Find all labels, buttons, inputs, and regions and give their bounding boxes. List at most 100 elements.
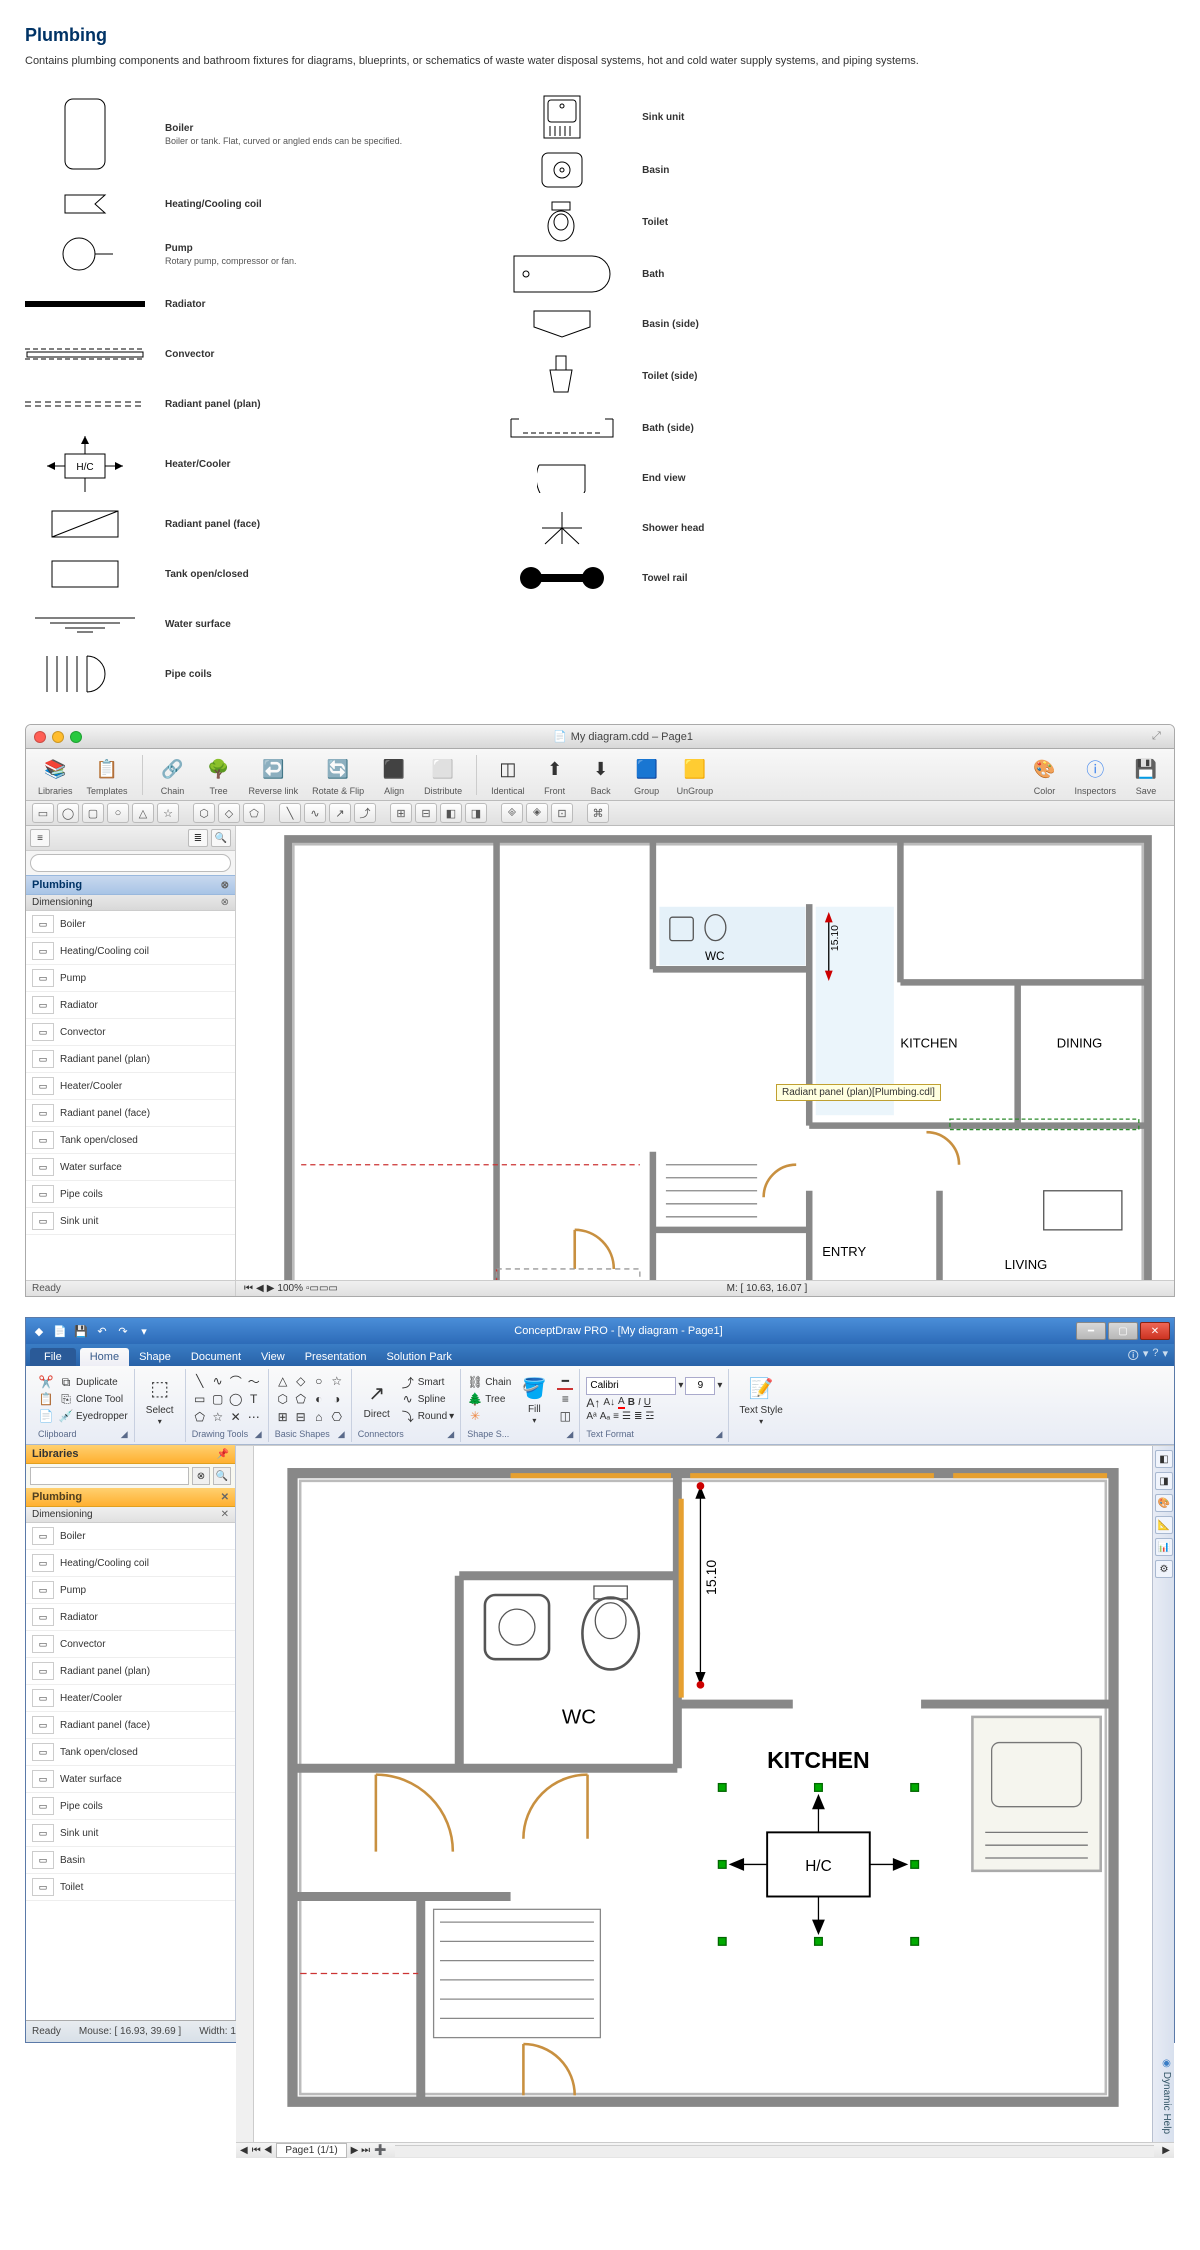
font-size-input[interactable] <box>685 1377 715 1395</box>
minimize-button[interactable] <box>52 731 64 743</box>
library-item[interactable]: ▭Boiler <box>26 911 235 938</box>
toolbar-ungroup[interactable]: 🟨UnGroup <box>673 753 718 796</box>
panel-btn[interactable]: ◨ <box>1155 1472 1173 1490</box>
qat-save[interactable]: 💾 <box>72 1322 90 1340</box>
library-item[interactable]: ▭Radiant panel (face) <box>26 1712 235 1739</box>
paste-button[interactable]: 📄 <box>38 1408 54 1424</box>
font-name-input[interactable] <box>586 1377 676 1395</box>
library-item[interactable]: ▭Heater/Cooler <box>26 1073 235 1100</box>
sub-btn[interactable]: Aₐ <box>600 1411 610 1422</box>
win-titlebar[interactable]: ◆ 📄 💾 ↶ ↷ ▾ ConceptDraw PRO - [My diagra… <box>26 1318 1174 1344</box>
tool-btn[interactable]: ⊞ <box>390 803 412 823</box>
tool-btn[interactable]: ◯ <box>57 803 79 823</box>
text-style-btn[interactable]: 📝Text Style▾ <box>735 1372 786 1428</box>
library-item[interactable]: ▭Convector <box>26 1019 235 1046</box>
tree-btn[interactable]: 🌲Tree <box>467 1391 511 1407</box>
clone-button[interactable]: ⎘Clone Tool <box>58 1391 128 1407</box>
tool-btn[interactable]: ╲ <box>279 803 301 823</box>
tool-btn[interactable]: ⬡ <box>193 803 215 823</box>
library-item[interactable]: ▭Tank open/closed <box>26 1739 235 1766</box>
cut-button[interactable]: ✂️ <box>38 1374 54 1390</box>
library-item[interactable]: ▭Heating/Cooling coil <box>26 938 235 965</box>
select-button[interactable]: ⬚Select▾ <box>141 1372 179 1428</box>
qat-icon[interactable]: ◆ <box>30 1322 48 1340</box>
nav-first[interactable]: ⏮ <box>244 1283 253 1294</box>
panel-btn[interactable]: ⚙ <box>1155 1560 1173 1578</box>
align-r[interactable]: ≣ <box>634 1411 642 1422</box>
file-menu[interactable]: File <box>30 1348 76 1366</box>
toolbar-align[interactable]: ⬛Align <box>374 753 414 796</box>
qat-more[interactable]: ▾ <box>135 1322 153 1340</box>
vertical-ruler[interactable] <box>236 1446 254 2142</box>
toolbar-tree[interactable]: 🌳Tree <box>199 753 239 796</box>
panel-btn[interactable]: 🎨 <box>1155 1494 1173 1512</box>
question-icon[interactable]: ? <box>1152 1347 1158 1366</box>
floor-plan[interactable]: 15.10 WC KITCHEN DINING ENTRY LIVING UP <box>236 826 1174 1280</box>
tool-btn[interactable]: ↗ <box>329 803 351 823</box>
canvas-area[interactable]: 15.10 WC KITCHEN DINING ENTRY LIVING UP <box>236 826 1174 1296</box>
fullscreen-icon[interactable]: ⤢ <box>1152 730 1166 744</box>
search-go[interactable]: 🔍 <box>213 1467 231 1485</box>
bold-btn[interactable]: B <box>628 1397 635 1408</box>
h-scrollbar[interactable] <box>395 2145 1155 2157</box>
shape-tool[interactable]: △ <box>275 1373 291 1389</box>
library-search-input[interactable] <box>30 1467 189 1485</box>
sidebar-list[interactable]: ≣ <box>188 829 208 847</box>
italic-btn[interactable]: I <box>638 1397 641 1408</box>
round-conn[interactable]: ⤵Round ▾ <box>400 1408 455 1424</box>
tool-btn[interactable]: △ <box>132 803 154 823</box>
arc-tool[interactable]: ⌒ <box>228 1373 244 1389</box>
library-item[interactable]: ▭Radiant panel (face) <box>26 1100 235 1127</box>
library-item[interactable]: ▭Radiant panel (plan) <box>26 1658 235 1685</box>
library-item[interactable]: ▭Tank open/closed <box>26 1127 235 1154</box>
panel-btn[interactable]: 📊 <box>1155 1538 1173 1556</box>
nav-prev[interactable]: ◀ <box>256 1283 264 1294</box>
page-nav[interactable]: ▶ ⏭ <box>351 2145 370 2156</box>
page-tab[interactable]: Page1 (1/1) <box>276 2143 346 2158</box>
toolbar-inspectors[interactable]: ⓘInspectors <box>1070 753 1120 796</box>
spline-tool[interactable]: 〜 <box>246 1373 262 1389</box>
direct-conn[interactable]: ↗Direct <box>358 1376 396 1422</box>
qat-redo[interactable]: ↷ <box>114 1322 132 1340</box>
library-item[interactable]: ▭Water surface <box>26 1766 235 1793</box>
close-button[interactable] <box>34 731 46 743</box>
sidebar-search-icon[interactable]: 🔍 <box>211 829 231 847</box>
libraries-header[interactable]: Libraries📌 <box>26 1445 235 1464</box>
tool-btn[interactable]: ▢ <box>82 803 104 823</box>
tab-solution[interactable]: Solution Park <box>376 1348 461 1366</box>
align-c[interactable]: ☰ <box>622 1411 631 1422</box>
library-item[interactable]: ▭Toilet <box>26 1874 235 1901</box>
tool-btn[interactable]: ◇ <box>218 803 240 823</box>
toolbar-identical[interactable]: ◫Identical <box>487 753 529 796</box>
dimensioning-header[interactable]: Dimensioning✕ <box>26 1507 235 1523</box>
toolbar-rotate[interactable]: 🔄Rotate & Flip <box>308 753 368 796</box>
super-btn[interactable]: Aᵃ <box>586 1411 596 1422</box>
sidebar-search-input[interactable] <box>30 854 231 872</box>
dynamic-help-tab[interactable]: ◉ Dynamic Help <box>1155 2054 1172 2138</box>
library-item[interactable]: ▭Radiator <box>26 992 235 1019</box>
font-color[interactable]: A <box>618 1396 625 1409</box>
toolbar-group[interactable]: 🟦Group <box>627 753 667 796</box>
eyedropper-button[interactable]: 💉Eyedropper <box>58 1408 128 1424</box>
tool-btn[interactable]: 🞛 <box>526 803 548 823</box>
sidebar-toggle[interactable]: ≡ <box>30 829 50 847</box>
spline-conn[interactable]: ∿Spline <box>400 1391 455 1407</box>
library-item[interactable]: ▭Convector <box>26 1631 235 1658</box>
nav-next[interactable]: ▶ <box>267 1283 275 1294</box>
library-item[interactable]: ▭Basin <box>26 1847 235 1874</box>
tool-btn[interactable]: ◨ <box>465 803 487 823</box>
more-btn[interactable]: ✳ <box>467 1408 511 1424</box>
tool-btn[interactable]: ⊡ <box>551 803 573 823</box>
poly-tool[interactable]: ⬠ <box>192 1409 208 1425</box>
zoom-button[interactable] <box>70 731 82 743</box>
close-button[interactable]: ✕ <box>1140 1322 1170 1340</box>
tool-btn[interactable]: 🞜 <box>501 803 523 823</box>
library-item[interactable]: ▭Pipe coils <box>26 1793 235 1820</box>
pin-icon[interactable]: 📌 <box>217 1449 229 1460</box>
search-clear[interactable]: ⊗ <box>192 1467 210 1485</box>
library-item[interactable]: ▭Sink unit <box>26 1208 235 1235</box>
tool-btn[interactable]: ⊟ <box>415 803 437 823</box>
smart-conn[interactable]: ⤴Smart <box>400 1374 455 1390</box>
toolbar-front[interactable]: ⬆Front <box>535 753 575 796</box>
tab-presentation[interactable]: Presentation <box>295 1348 377 1366</box>
